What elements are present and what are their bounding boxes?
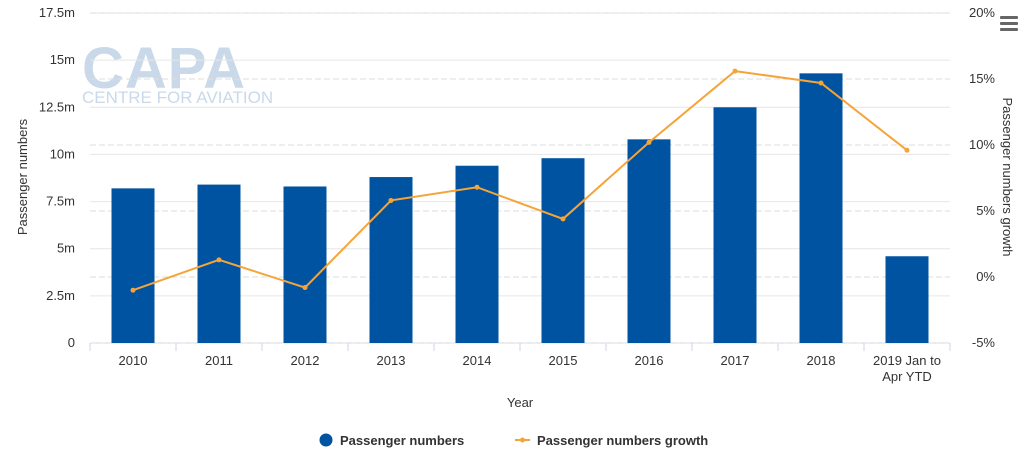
bar[interactable] [369, 177, 413, 343]
y2-tick-label: 0% [976, 269, 995, 284]
growth-point[interactable] [904, 147, 910, 153]
y-tick-label: 15m [50, 52, 75, 67]
growth-point[interactable] [302, 285, 308, 291]
x-tick-label: 2013 [377, 353, 406, 368]
x-tick-label: 2018 [807, 353, 836, 368]
capa-watermark-logo: CAPA CENTRE FOR AVIATION [82, 36, 273, 107]
y-tick-label: 7.5m [46, 194, 75, 209]
growth-point[interactable] [560, 216, 566, 222]
y-axis-left: 0 2.5m 5m 7.5m 10m 12.5m 15m 17.5m [39, 5, 75, 350]
y2-tick-label: 15% [969, 71, 995, 86]
y-tick-label: 2.5m [46, 288, 75, 303]
x-tick-label: 2015 [549, 353, 578, 368]
x-tick-label: 2019 Jan to Apr YTD [873, 353, 941, 384]
legend-label-passenger-numbers-growth: Passenger numbers growth [537, 433, 708, 448]
y2-axis-title: Passenger numbers growth [1000, 98, 1015, 257]
watermark-brand: CAPA [82, 36, 246, 101]
growth-point[interactable] [130, 287, 136, 293]
bar[interactable] [627, 139, 671, 343]
y-axis-title: Passenger numbers [15, 118, 30, 235]
growth-point[interactable] [474, 184, 480, 190]
hamburger-menu-icon-line [1000, 16, 1018, 19]
bar[interactable] [283, 186, 327, 343]
growth-point[interactable] [646, 139, 652, 145]
line-series [130, 68, 910, 293]
legend-item-passenger-numbers-growth[interactable]: Passenger numbers growth [515, 433, 708, 448]
y-tick-label: 5m [57, 241, 75, 256]
y-tick-label: 17.5m [39, 5, 75, 20]
bar[interactable] [713, 107, 757, 344]
y2-tick-label: 20% [969, 5, 995, 20]
growth-point[interactable] [818, 80, 824, 86]
growth-point[interactable] [732, 68, 738, 74]
x-tick-label: 2016 [635, 353, 664, 368]
legend-bar-marker-icon [319, 433, 333, 447]
growth-point[interactable] [388, 197, 394, 203]
x-tick-label: 2011 [205, 353, 233, 368]
legend-line-dot-icon [520, 437, 525, 443]
x-tick-label: 2014 [463, 353, 492, 368]
legend: Passenger numbers Passenger numbers grow… [319, 433, 708, 448]
bar[interactable] [111, 188, 155, 343]
y2-tick-label: 10% [969, 137, 995, 152]
legend-item-passenger-numbers[interactable]: Passenger numbers [319, 433, 465, 448]
y-tick-label: 0 [68, 335, 75, 350]
legend-label-passenger-numbers: Passenger numbers [340, 433, 464, 448]
growth-point[interactable] [216, 257, 222, 263]
chart-menu-button[interactable] [1000, 16, 1018, 32]
bar-series [111, 73, 929, 344]
y-tick-label: 10m [50, 146, 75, 161]
y2-tick-label: 5% [976, 203, 995, 218]
bar[interactable] [455, 165, 499, 343]
bar[interactable] [885, 256, 929, 343]
hamburger-menu-icon-line [1000, 22, 1018, 25]
x-tick-label: 2010 [119, 353, 148, 368]
watermark-tagline: CENTRE FOR AVIATION [82, 88, 273, 107]
x-tick-label: 2017 [721, 353, 750, 368]
y2-tick-label: -5% [972, 335, 996, 350]
growth-line [132, 70, 908, 292]
x-tick-label: 2012 [291, 353, 320, 368]
x-axis: 2010 2011 2012 2013 2014 2015 2016 2017 2018 2019… [89, 343, 951, 384]
bar[interactable] [799, 73, 843, 343]
hamburger-menu-icon-line [1000, 28, 1018, 31]
bar[interactable] [541, 158, 585, 343]
y-axis-right: -5% 0% 5% 10% 15% 20% [969, 5, 995, 350]
x-axis-title: Year [507, 395, 534, 410]
y-tick-label: 12.5m [39, 99, 75, 114]
